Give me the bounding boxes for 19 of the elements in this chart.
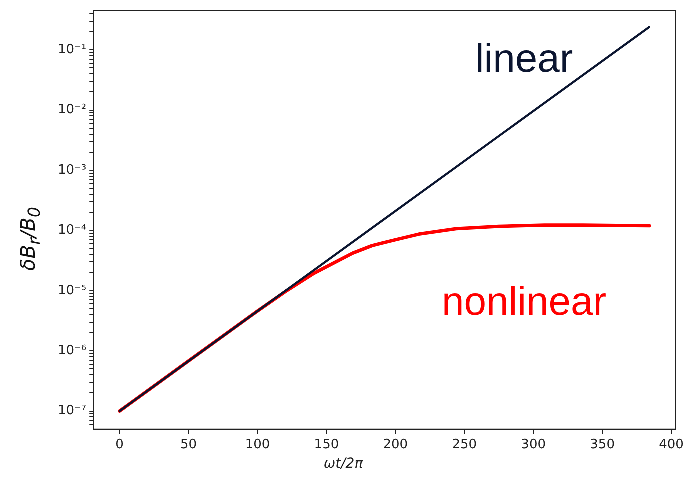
y-tick-label: 10⁻⁶ <box>58 343 87 358</box>
y-tick-label: 10⁻⁷ <box>58 404 87 419</box>
y-tick-label: 10⁻¹ <box>58 42 87 58</box>
y-tick-label: 10⁻⁵ <box>58 283 87 298</box>
x-tick-label: 50 <box>180 438 198 453</box>
y-tick-label: 10⁻⁴ <box>58 223 87 238</box>
x-tick-label: 100 <box>245 438 270 453</box>
x-tick-label: 150 <box>314 438 340 453</box>
y-tick-label: 10⁻² <box>58 102 87 118</box>
y-tick-label: 10⁻³ <box>58 162 87 178</box>
x-axis-title: ωt/2π <box>322 456 364 472</box>
x-tick-label: 400 <box>659 438 684 453</box>
x-tick-label: 300 <box>521 438 546 453</box>
series-label: linear <box>475 37 574 82</box>
series-label: nonlinear <box>442 280 607 324</box>
x-tick-label: 200 <box>383 438 408 453</box>
x-tick-label: 250 <box>452 438 478 453</box>
x-tick-label: 350 <box>590 438 615 453</box>
x-tick-label: 0 <box>116 438 124 453</box>
